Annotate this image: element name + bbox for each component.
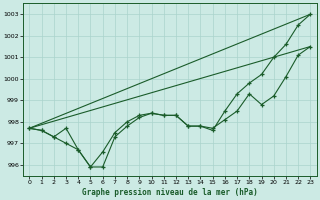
- X-axis label: Graphe pression niveau de la mer (hPa): Graphe pression niveau de la mer (hPa): [82, 188, 258, 197]
